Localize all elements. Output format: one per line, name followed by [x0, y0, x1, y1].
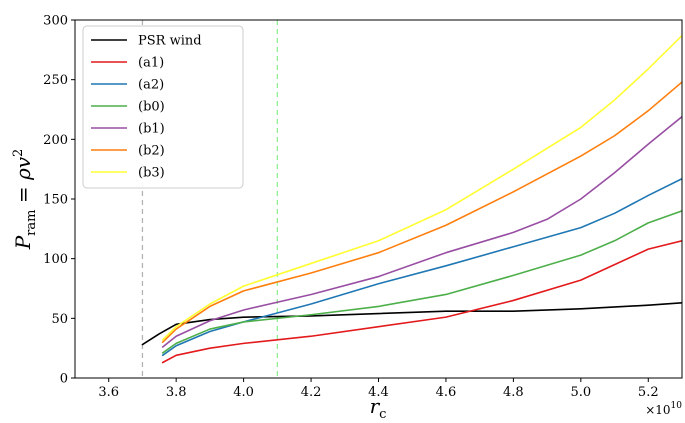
legend-label-4: (b0)	[138, 100, 165, 115]
axes-ticks: 3.6 3.8 4.0 4.2 4.4 4.6 4.8 5.0 5.2 0 50 100 150 200 2…	[43, 14, 658, 401]
legend-label-5: (b1)	[138, 122, 165, 137]
x-axis-label: rc	[370, 394, 387, 422]
series-line-6	[161, 81, 682, 343]
x-tick-label: 5.0	[570, 385, 591, 400]
y-axis-label: Pram = ρv2	[11, 149, 39, 251]
series-line-5	[161, 115, 682, 348]
legend-label-3: (a2)	[138, 78, 164, 93]
series-line-1	[141, 302, 682, 346]
x-tick-label: 4.8	[503, 385, 524, 400]
legend-label-6: (b2)	[138, 144, 165, 159]
plot-area	[141, 20, 682, 378]
x-tick-label: 4.4	[368, 385, 389, 400]
y-tick-label: 0	[60, 372, 68, 387]
y-tick-label: 100	[43, 252, 68, 267]
axes-labels: rc ×1010 Pram = ρv2	[11, 149, 682, 422]
legend-label-1: PSR wind	[138, 34, 202, 49]
y-tick-label: 250	[43, 73, 68, 88]
y-tick-label: 150	[43, 193, 68, 208]
legend-label-7: (b3)	[138, 166, 165, 181]
y-tick-label: 300	[43, 14, 68, 29]
y-tick-label: 50	[51, 312, 68, 327]
x-tick-label: 3.6	[98, 385, 119, 400]
legend-box	[82, 25, 244, 189]
series-line-4	[161, 210, 682, 354]
series-line-2	[161, 239, 682, 364]
x-tick-label: 4.2	[301, 385, 322, 400]
legend: PSR wind (a1) (a2) (b0) (b1) (b2) (b3)	[82, 25, 244, 189]
series-line-3	[161, 177, 682, 357]
x-tick-label: 5.2	[638, 385, 659, 400]
series-line-7	[161, 34, 682, 341]
x-tick-label: 4.0	[233, 385, 254, 400]
x-tick-label: 3.8	[166, 385, 187, 400]
legend-label-2: (a1)	[138, 56, 164, 71]
y-tick-label: 200	[43, 133, 68, 148]
x-tick-label: 4.6	[436, 385, 457, 400]
x-offset-label: ×1010	[645, 401, 682, 417]
